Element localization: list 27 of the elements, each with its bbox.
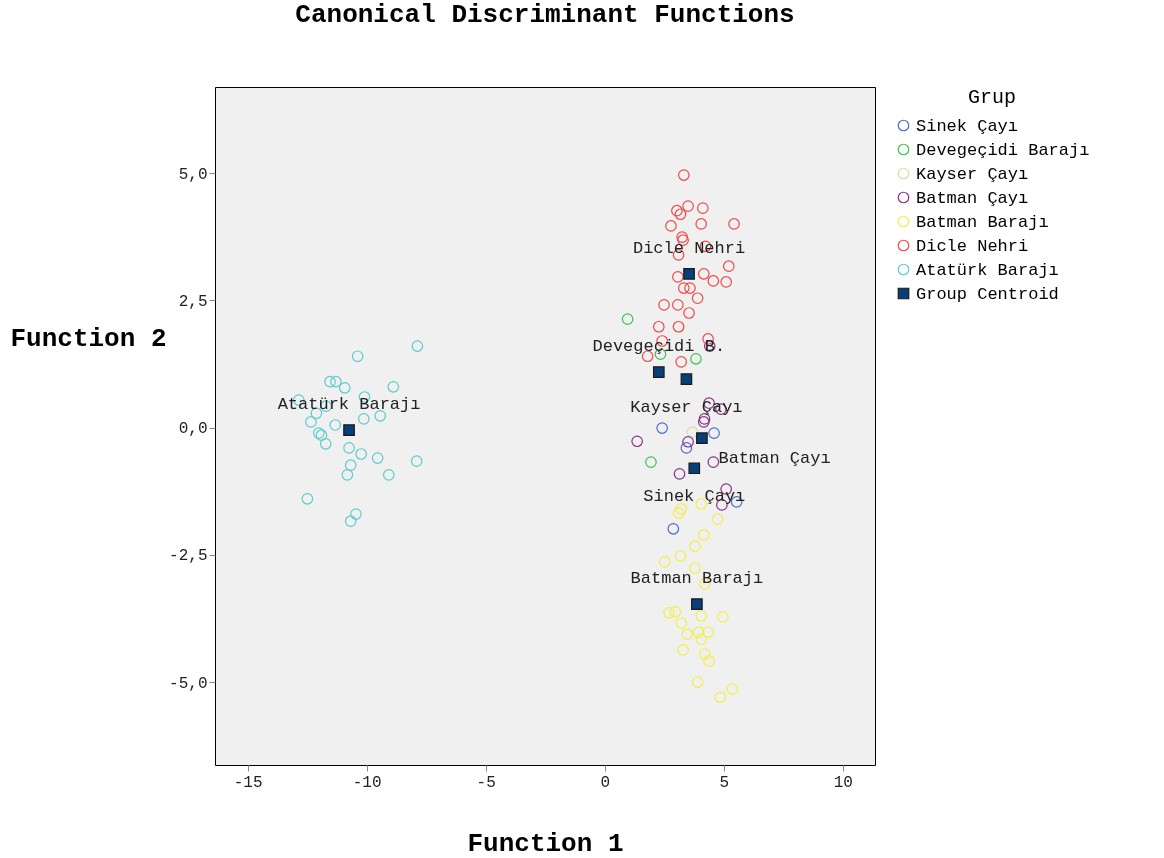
annotation: Atatürk Barajı [277,395,421,415]
y-tick-label: 5,0 [178,165,208,184]
x-axis-title: Function 1 [467,828,624,858]
legend-label: Kayser Çayı [916,164,1029,184]
y-tick-label: 0,0 [178,420,208,439]
annotation: Batman Çayı [718,449,831,469]
y-tick-label: 2,5 [178,292,208,311]
x-tick-label: -5 [476,773,496,792]
x-tick-label: -15 [233,773,263,792]
legend-label: Batman Çayı [916,188,1029,208]
chart-title: Canonical Discriminant Functions [295,0,795,30]
x-tick-label: 10 [833,773,853,792]
y-axis-title: Function 2 [10,323,167,354]
x-tick-label: 0 [600,773,611,792]
x-tick-label: 5 [719,773,730,792]
legend-label: Dicle Nehri [916,236,1029,256]
annotation: Dicle Nehri [632,238,746,258]
legend-title: Grup [967,86,1017,109]
x-tick-label: -10 [352,773,382,792]
annotation: Batman Barajı [630,569,764,589]
y-tick-label: -5,0 [169,674,208,693]
y-tick-label: -2,5 [169,547,208,566]
legend-label: Batman Barajı [916,212,1049,232]
legend-label: Sinek Çayı [916,116,1019,136]
legend-label: Devegeçidi Barajı [916,140,1090,160]
legend-label: Atatürk Barajı [916,260,1059,280]
legend-label: Group Centroid [916,284,1059,304]
